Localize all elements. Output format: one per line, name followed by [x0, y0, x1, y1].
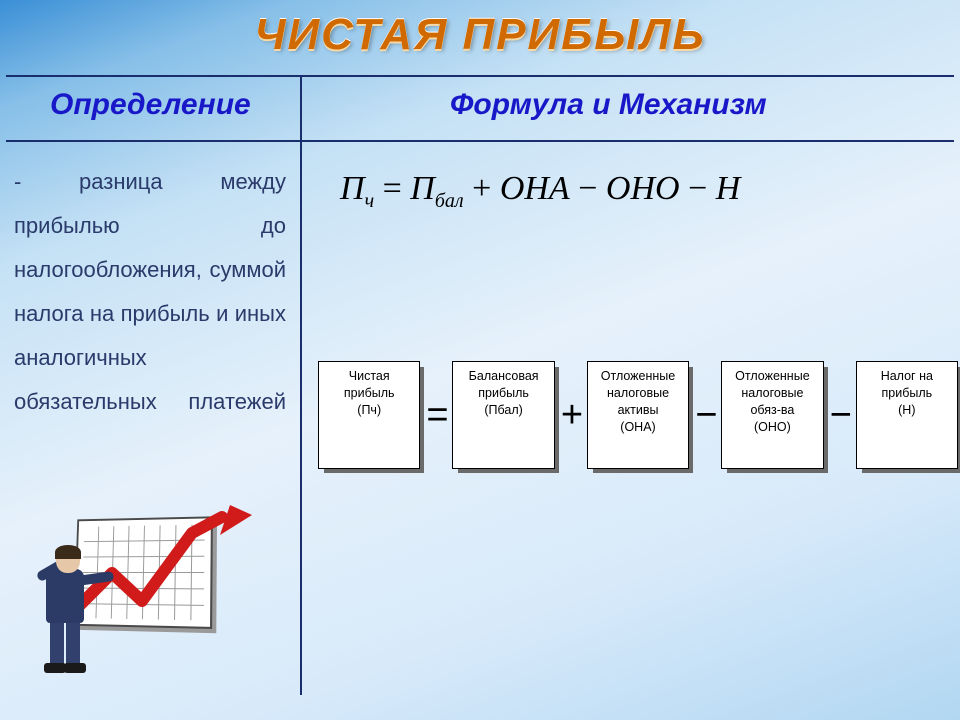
box-line: налоговые — [607, 385, 669, 402]
box-line: Отложенные — [735, 368, 809, 385]
formula-t1-sub: бал — [435, 190, 464, 212]
op-minus-1: − — [695, 394, 715, 437]
op-minus-2: − — [830, 394, 850, 437]
box-line: Налог на — [881, 368, 933, 385]
formula-op1: + — [472, 170, 491, 207]
mechanism-row: Чистая прибыль (Пч) = Балансовая прибыль… — [318, 350, 958, 480]
formula-t3: ОНО — [606, 170, 680, 207]
divider-mid — [6, 140, 954, 142]
header-formula: Формула и Механизм — [450, 88, 767, 122]
box-line: (ОНО) — [754, 419, 791, 436]
formula-t1-var: П — [410, 170, 435, 207]
op-plus: + — [561, 394, 581, 437]
definition-text: - разница между прибылью до налогообложе… — [14, 160, 286, 424]
formula-lhs-sub: ч — [365, 190, 375, 212]
box-line: (Пбал) — [484, 402, 522, 419]
formula-lhs-var: П — [340, 170, 365, 207]
formula-op2: − — [578, 170, 597, 207]
box-line: Балансовая — [469, 368, 539, 385]
box-net-profit: Чистая прибыль (Пч) — [318, 361, 420, 469]
formula-t2: ОНА — [500, 170, 570, 207]
box-line: налоговые — [741, 385, 803, 402]
formula-eq: = — [383, 170, 402, 207]
box-line: прибыль — [882, 385, 933, 402]
formula-t4: Н — [716, 170, 741, 207]
box-line: обяз-ва — [750, 402, 794, 419]
formula: Пч = Пбал + ОНА − ОНО − Н — [340, 170, 940, 213]
divider-vertical — [300, 75, 302, 695]
op-eq: = — [426, 394, 446, 437]
box-line: прибыль — [344, 385, 395, 402]
box-line: (Н) — [898, 402, 915, 419]
box-ona: Отложенные налоговые активы (ОНА) — [587, 361, 689, 469]
formula-op3: − — [688, 170, 707, 207]
businessman-icon — [30, 547, 94, 677]
illustration — [26, 495, 246, 685]
divider-top — [6, 75, 954, 77]
box-line: (Пч) — [357, 402, 381, 419]
box-line: (ОНА) — [620, 419, 655, 436]
box-balance-profit: Балансовая прибыль (Пбал) — [452, 361, 554, 469]
box-tax: Налог на прибыль (Н) — [856, 361, 958, 469]
box-line: Чистая — [349, 368, 390, 385]
page-title: ЧИСТАЯ ПРИБЫЛЬ — [0, 10, 960, 60]
box-ono: Отложенные налоговые обяз-ва (ОНО) — [721, 361, 823, 469]
header-definition: Определение — [50, 88, 251, 122]
box-line: активы — [618, 402, 659, 419]
box-line: Отложенные — [601, 368, 675, 385]
box-line: прибыль — [478, 385, 529, 402]
